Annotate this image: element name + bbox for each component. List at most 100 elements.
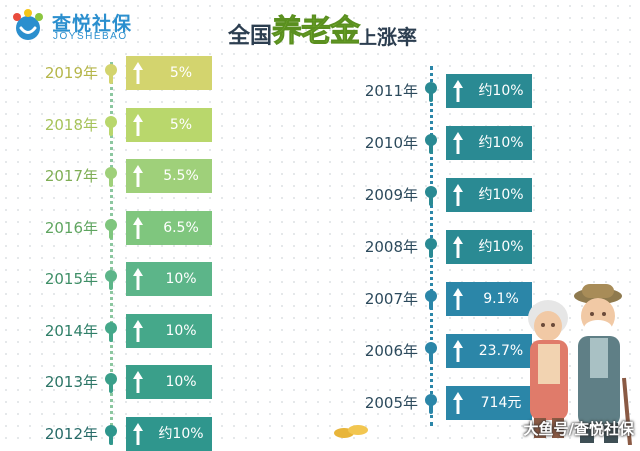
year-label: 2007年	[364, 290, 418, 308]
year-label: 2014年	[44, 321, 98, 340]
timeline-pin-icon	[105, 373, 117, 393]
up-arrow-icon	[453, 80, 463, 102]
right-row-2009年: 2009年 约10%	[365, 178, 544, 212]
timeline-pin-icon	[425, 82, 437, 102]
timeline-pin-icon	[425, 238, 437, 258]
timeline-left: 2019年 5% 2018年 5% 2017年 5.5% 2016年 6.5% 2015年 10%…	[45, 0, 224, 451]
rate-bar: 10%	[126, 313, 212, 348]
up-arrow-icon	[453, 392, 463, 414]
rate-bar: 10%	[126, 365, 212, 399]
left-row-2017年: 2017年 5.5%	[45, 159, 224, 193]
right-row-2006年: 2006年 23.7%	[365, 334, 544, 368]
timeline-pin-icon	[105, 115, 117, 136]
right-row-2010年: 2010年 约10%	[365, 126, 544, 160]
year-label: 2013年	[44, 373, 98, 391]
left-row-2013年: 2013年 10%	[45, 365, 224, 399]
title-part2: 养老金	[272, 14, 361, 50]
rate-value: 约10%	[158, 425, 204, 442]
rate-bar: 约10%	[446, 126, 532, 160]
timeline-pin-icon	[105, 218, 117, 239]
rate-value: 714元	[480, 395, 522, 411]
timeline-pin-icon	[105, 270, 117, 290]
brand-name: 查悦社保	[52, 13, 133, 35]
up-arrow-icon	[133, 371, 143, 393]
year-label: 2008年	[364, 238, 418, 256]
up-arrow-icon	[133, 422, 143, 445]
rate-bar: 5%	[126, 56, 212, 90]
year-label: 2012年	[44, 424, 98, 443]
rate-value: 23.7%	[478, 343, 524, 359]
up-arrow-icon	[133, 62, 143, 84]
page-title: 全国养老金上涨率	[228, 6, 468, 50]
left-row-2016年: 2016年 6.5%	[45, 210, 224, 245]
up-arrow-icon	[133, 165, 143, 187]
rate-bar: 约10%	[446, 178, 532, 212]
rate-bar: 5.5%	[126, 159, 212, 193]
timeline-pin-icon	[425, 186, 437, 206]
elderly-couple-illustration	[528, 284, 632, 445]
timeline-pin-icon	[425, 394, 437, 414]
year-label: 2018年	[44, 115, 98, 134]
title-part1: 全国	[228, 24, 273, 49]
rate-bar: 714元	[446, 386, 532, 420]
timeline-pin-icon	[105, 424, 117, 445]
rate-bar: 6.5%	[126, 210, 212, 245]
year-label: 2009年	[364, 186, 418, 204]
year-label: 2017年	[44, 167, 98, 185]
rate-bar: 10%	[126, 262, 212, 296]
right-row-2011年: 2011年 约10%	[365, 74, 544, 108]
right-row-2008年: 2008年 约10%	[365, 230, 544, 264]
right-row-2005年: 2005年 714元	[365, 386, 544, 420]
rate-bar: 9.1%	[446, 282, 532, 316]
up-arrow-icon	[453, 184, 463, 206]
rate-value: 5%	[169, 116, 193, 133]
rate-value: 10%	[165, 374, 197, 390]
rate-value: 约10%	[478, 239, 524, 255]
left-row-2019年: 2019年 5%	[45, 56, 224, 90]
up-arrow-icon	[453, 132, 463, 154]
rate-value: 9.1%	[483, 291, 519, 307]
rate-bar: 23.7%	[446, 334, 532, 368]
rate-bar: 约10%	[446, 74, 532, 108]
rate-value: 5.5%	[163, 168, 199, 184]
rate-bar: 约10%	[126, 416, 212, 451]
rate-bar: 约10%	[446, 230, 532, 264]
left-row-2018年: 2018年 5%	[45, 107, 224, 142]
right-row-2007年: 2007年 9.1%	[365, 282, 544, 316]
title-part3: 上	[359, 28, 378, 49]
timeline-pin-icon	[425, 134, 437, 154]
timeline-pin-icon	[425, 342, 437, 362]
up-arrow-icon	[133, 113, 143, 136]
timeline-right: 2011年 约10% 2010年 约10% 2009年 约10% 2008年 约10% 2007…	[365, 0, 544, 445]
coins-icon	[334, 425, 368, 438]
rate-value: 10%	[165, 322, 197, 339]
up-arrow-icon	[453, 288, 463, 310]
timeline-left-line	[110, 62, 113, 445]
brand-logo: 查悦社保 JOYSHEBAO	[8, 6, 168, 46]
timeline-pin-icon	[105, 167, 117, 187]
left-row-2014年: 2014年 10%	[45, 313, 224, 348]
rate-value: 约10%	[478, 187, 524, 203]
year-label: 2019年	[44, 64, 98, 82]
year-label: 2016年	[44, 218, 98, 237]
watermark: 大鱼号/查悦社保	[523, 420, 634, 438]
rate-value: 约10%	[478, 135, 524, 151]
up-arrow-icon	[133, 319, 143, 342]
up-arrow-icon	[133, 216, 143, 239]
title-part4: 涨率	[377, 25, 418, 49]
rate-value: 6.5%	[163, 219, 199, 236]
year-label: 2011年	[364, 82, 418, 100]
year-label: 2015年	[44, 270, 98, 288]
timeline-pin-icon	[425, 290, 437, 310]
rate-bar: 5%	[126, 107, 212, 142]
logo-mark-icon	[13, 9, 43, 40]
year-label: 2006年	[364, 342, 418, 360]
up-arrow-icon	[453, 340, 463, 362]
rate-value: 约10%	[478, 83, 524, 99]
brand-sub: JOYSHEBAO	[53, 31, 128, 42]
year-label: 2010年	[364, 134, 418, 152]
up-arrow-icon	[453, 236, 463, 258]
rate-value: 5%	[169, 65, 193, 81]
year-label: 2005年	[364, 394, 418, 412]
timeline-pin-icon	[105, 64, 117, 84]
